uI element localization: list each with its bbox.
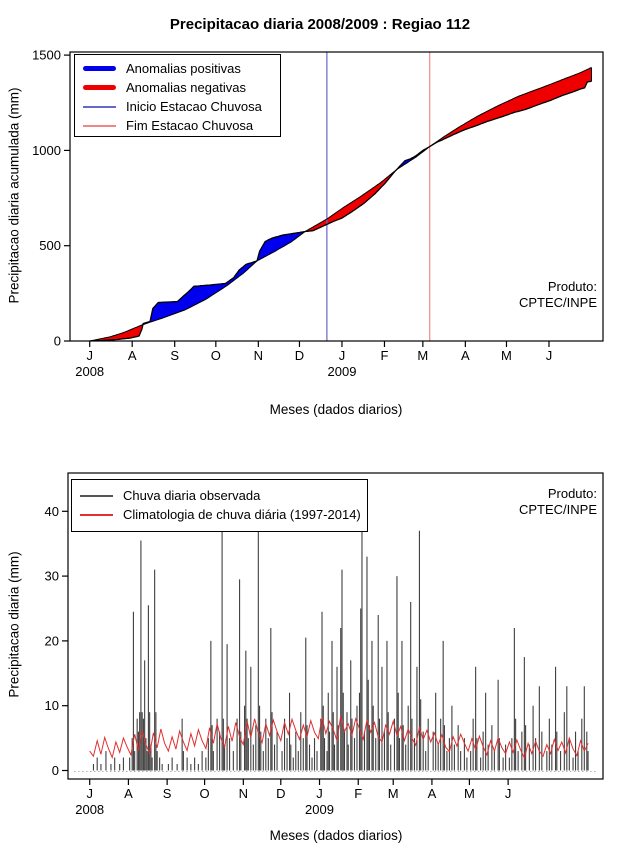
y-tick-label: 0 — [52, 763, 59, 778]
y-tick-label: 30 — [45, 569, 59, 584]
year-label: 2008 — [75, 802, 104, 817]
page-title: Precipitacao diaria 2008/2009 : Regiao 1… — [169, 16, 471, 33]
y-tick-label: 1500 — [32, 48, 61, 63]
month-tick-label: J — [505, 786, 512, 801]
month-tick-label: M — [501, 348, 512, 363]
month-tick-label: J — [86, 348, 93, 363]
year-label: 2009 — [305, 802, 334, 817]
climatology-cumulative-curve — [89, 67, 592, 342]
legend-item-fim-estacao: Fim Estacao Chuvosa — [83, 116, 272, 135]
negative-anomaly-area — [304, 169, 397, 232]
month-tick-label: J — [316, 786, 323, 801]
year-label: 2008 — [75, 364, 104, 379]
negative-anomaly-area — [429, 67, 592, 147]
month-tick-label: J — [86, 786, 93, 801]
y-tick-label: 1000 — [32, 143, 61, 158]
observed-cumulative-curve — [89, 80, 592, 342]
month-tick-label: O — [211, 348, 221, 363]
climatology-daily-line — [89, 715, 589, 760]
month-tick-label: F — [380, 348, 388, 363]
legend-label: Chuva diaria observada — [123, 488, 261, 503]
produto-label: Produto: — [547, 279, 597, 294]
legend-label: Climatologia de chuva diária (1997-2014) — [123, 507, 361, 522]
top-plot-box — [69, 51, 604, 342]
legend-item-inicio-estacao: Inicio Estacao Chuvosa — [83, 97, 272, 116]
observed-line-swatch — [80, 494, 113, 497]
bottom-y-axis-label: Precipitacao diaria (mm) — [6, 551, 22, 698]
positive-anomaly-area — [142, 231, 305, 325]
year-label: 2009 — [328, 364, 357, 379]
y-tick-label: 0 — [54, 334, 61, 349]
top-y-axis-label: Precipitacao diaria acumulada (mm) — [6, 87, 22, 304]
legend-label: Fim Estacao Chuvosa — [126, 118, 254, 133]
month-tick-label: N — [239, 786, 248, 801]
produto-label: Produto: — [547, 486, 597, 501]
month-tick-label: O — [200, 786, 210, 801]
y-tick-label: 500 — [39, 238, 61, 253]
y-tick-label: 40 — [45, 504, 59, 519]
bottom-produto-credit: Produto: CPTEC/INPE — [397, 486, 597, 518]
fim-line-swatch — [83, 124, 116, 127]
legend-label: Anomalias positivas — [126, 61, 241, 76]
month-tick-label: A — [128, 348, 137, 363]
legend-label: Inicio Estacao Chuvosa — [126, 99, 262, 114]
positive-anomaly-swatch — [83, 66, 116, 71]
legend-item-anomalias-positivas: Anomalias positivas — [83, 59, 272, 78]
bottom-plot-box — [67, 472, 604, 780]
legend-item-chuva-observada: Chuva diaria observada — [80, 486, 359, 505]
month-tick-label: S — [170, 348, 179, 363]
legend-item-climatologia: Climatologia de chuva diária (1997-2014) — [80, 505, 361, 524]
bottom-legend: Chuva diaria observada Climatologia de c… — [71, 479, 368, 532]
month-tick-label: M — [417, 348, 428, 363]
climatology-line-swatch — [80, 513, 113, 516]
month-tick-label: D — [276, 786, 285, 801]
month-tick-label: A — [428, 786, 437, 801]
bottom-x-axis-label: Meses (dados diarios) — [269, 828, 403, 843]
month-tick-label: A — [461, 348, 470, 363]
negative-anomaly-swatch — [83, 85, 116, 90]
produto-org: CPTEC/INPE — [518, 502, 597, 517]
month-tick-label: M — [388, 786, 399, 801]
top-produto-credit: Produto: CPTEC/INPE — [397, 279, 597, 311]
daily-rain-bars — [92, 517, 589, 771]
month-tick-label: J — [546, 348, 553, 363]
inicio-line-swatch — [83, 105, 116, 108]
month-tick-label: J — [339, 348, 346, 363]
month-tick-label: S — [163, 786, 172, 801]
top-x-axis-label: Meses (dados diarios) — [269, 402, 403, 417]
y-tick-label: 10 — [45, 698, 59, 713]
negative-anomaly-area — [89, 324, 143, 341]
month-tick-label: D — [295, 348, 304, 363]
month-tick-label: M — [464, 786, 475, 801]
y-tick-label: 20 — [45, 633, 59, 648]
month-tick-label: F — [354, 786, 362, 801]
produto-org: CPTEC/INPE — [518, 295, 597, 310]
legend-label: Anomalias negativas — [126, 80, 246, 95]
top-legend: Anomalias positivas Anomalias negativas … — [74, 54, 281, 137]
month-tick-label: N — [254, 348, 263, 363]
legend-item-anomalias-negativas: Anomalias negativas — [83, 78, 272, 97]
month-tick-label: A — [124, 786, 133, 801]
